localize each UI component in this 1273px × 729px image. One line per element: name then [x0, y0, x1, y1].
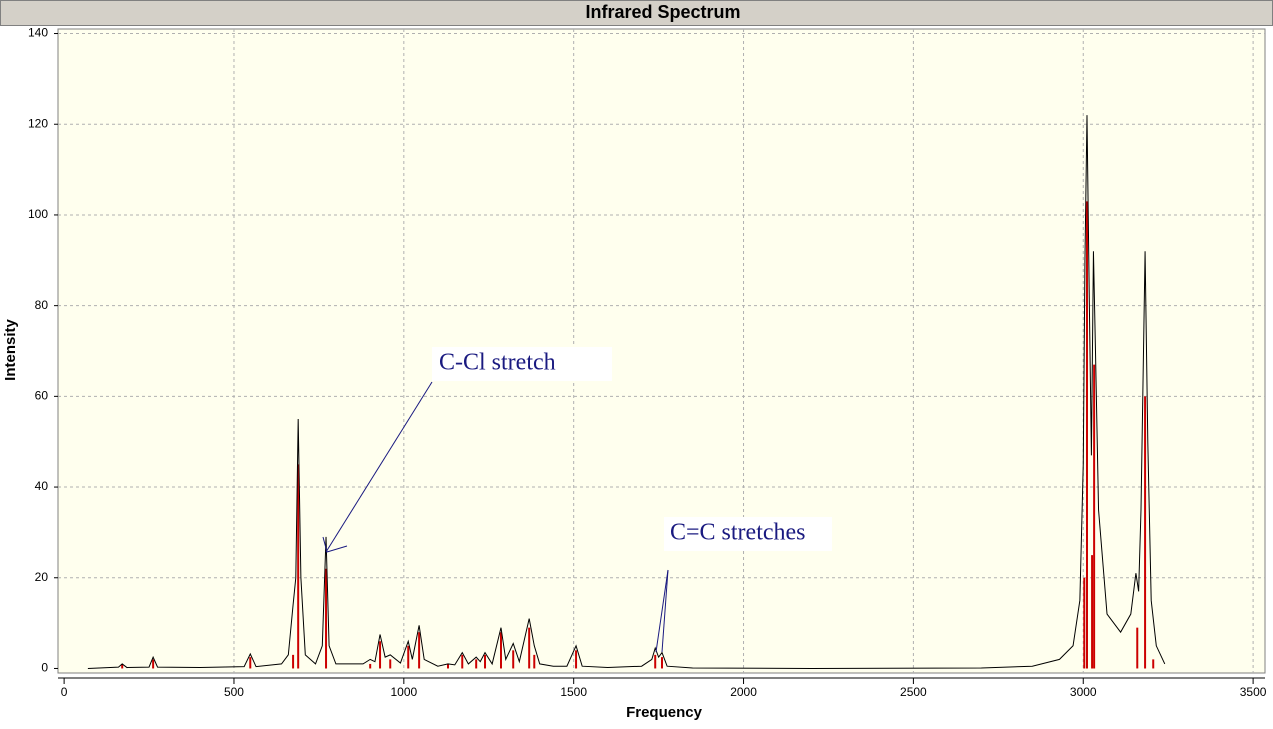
annotation-arrow — [655, 569, 669, 653]
x-tick-label: 2000 — [730, 685, 757, 699]
x-axis-label: Frequency — [626, 704, 703, 721]
y-tick-label: 60 — [35, 389, 49, 403]
y-tick-label: 80 — [35, 298, 49, 312]
spectrum-line — [87, 115, 1166, 669]
title-bar — [0, 0, 1273, 26]
x-tick-label: 3500 — [1240, 685, 1267, 699]
y-tick-label: 20 — [35, 570, 49, 584]
x-tick-label: 1000 — [390, 685, 417, 699]
annotation-box — [664, 517, 832, 551]
x-tick-label: 1500 — [560, 685, 587, 699]
y-axis-label: Intensity — [2, 319, 19, 381]
y-tick-label: 0 — [41, 661, 48, 675]
x-tick-label: 0 — [61, 685, 68, 699]
annotation-arrow — [322, 536, 348, 553]
annotation: C=C stretches — [670, 520, 806, 546]
y-tick-label: 100 — [28, 207, 48, 221]
plot-area — [57, 28, 1266, 674]
y-tick-label: 120 — [28, 116, 48, 130]
chart-title: Infrared Spectrum — [585, 2, 740, 22]
x-tick-label: 2500 — [900, 685, 927, 699]
y-tick-label: 140 — [28, 26, 48, 40]
plot-marks: 0 20 40 60 80 100 120 140 0 500 1000 1500 2000 2500 30… — [28, 26, 1267, 699]
x-tick-label: 3000 — [1070, 685, 1097, 699]
annotation-box — [432, 347, 612, 381]
annotation-arrow — [661, 569, 669, 653]
annotation: C-Cl stretch — [439, 350, 556, 376]
y-tick-label: 40 — [35, 479, 49, 493]
x-tick-label: 500 — [224, 685, 244, 699]
annotation-arrow — [325, 381, 433, 553]
